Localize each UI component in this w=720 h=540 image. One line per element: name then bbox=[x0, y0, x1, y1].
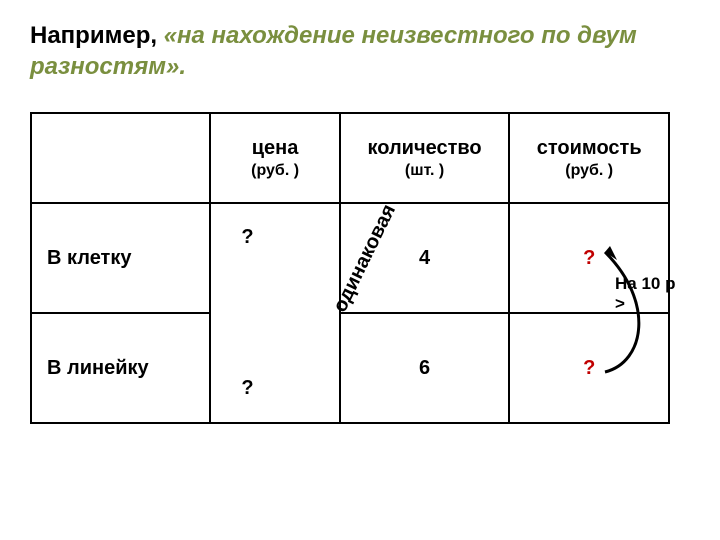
row2-price-qmark: ? bbox=[241, 377, 253, 400]
table-row: В клетку ? ? 4 ? bbox=[31, 203, 669, 313]
table-row: В линейку 6 ? bbox=[31, 313, 669, 423]
header-qty-unit: (шт. ) bbox=[341, 162, 509, 180]
row2-cost-qmark: ? bbox=[583, 357, 595, 379]
row2-cost: ? bbox=[509, 313, 669, 423]
header-cost-text: стоимость bbox=[537, 137, 642, 159]
header-price: цена (руб. ) bbox=[210, 113, 339, 203]
page-title: Например, «на нахождение неизвестного по… bbox=[30, 20, 690, 82]
table-header-row: цена (руб. ) количество (шт. ) стоимость… bbox=[31, 113, 669, 203]
title-lead: Например, bbox=[30, 22, 157, 49]
header-cost-unit: (руб. ) bbox=[510, 162, 668, 180]
row1-qty: 4 bbox=[340, 203, 510, 313]
row2-label: В линейку bbox=[31, 313, 210, 423]
row2-qty: 6 bbox=[340, 313, 510, 423]
table-container: цена (руб. ) количество (шт. ) стоимость… bbox=[30, 112, 690, 424]
side-note: На 10 р > bbox=[615, 274, 690, 314]
row-price-merged: ? ? bbox=[210, 203, 339, 423]
header-price-unit: (руб. ) bbox=[211, 162, 338, 180]
header-qty: количество (шт. ) bbox=[340, 113, 510, 203]
problem-table: цена (руб. ) количество (шт. ) стоимость… bbox=[30, 112, 670, 424]
header-qty-text: количество bbox=[368, 137, 482, 159]
header-cost: стоимость (руб. ) bbox=[509, 113, 669, 203]
row1-label: В клетку bbox=[31, 203, 210, 313]
row1-cost-qmark: ? bbox=[583, 247, 595, 269]
header-price-text: цена bbox=[252, 137, 299, 159]
row1-price-qmark: ? bbox=[241, 226, 253, 249]
header-empty bbox=[31, 113, 210, 203]
